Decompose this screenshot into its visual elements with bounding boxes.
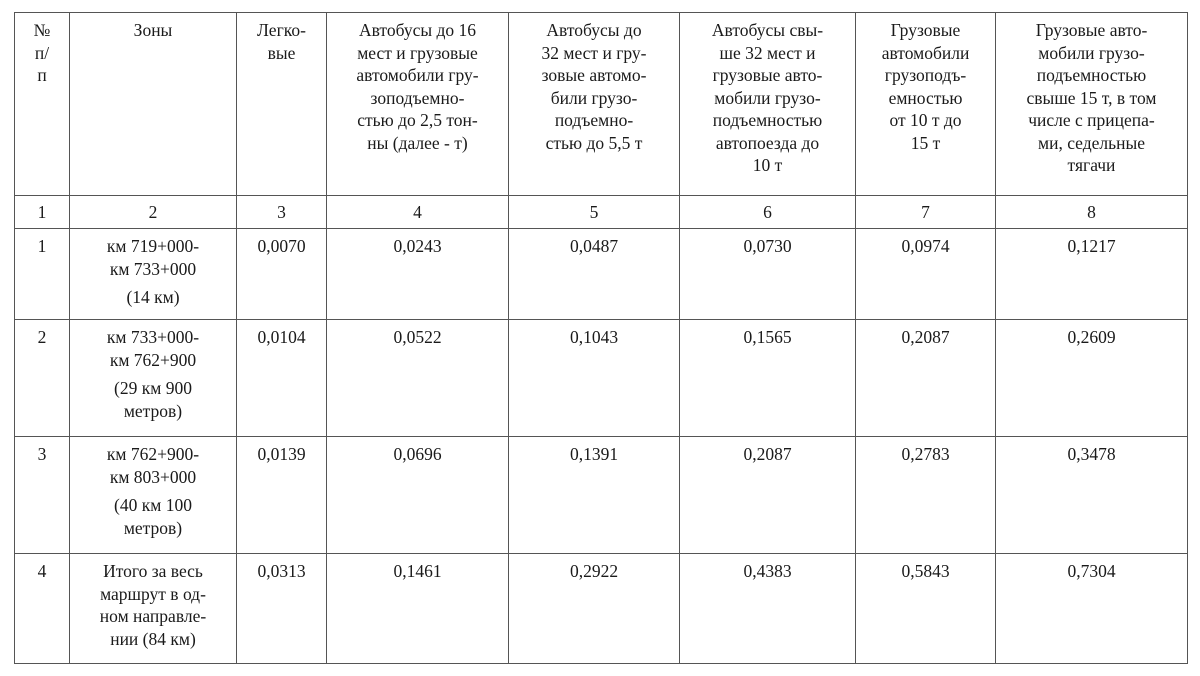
column-number: 3: [236, 195, 327, 229]
value-cell: 0,2609: [995, 319, 1188, 437]
value-cell: 0,1391: [508, 436, 680, 554]
header-row: № п/ п Зоны Легко- вые Автобусы до 16 ме…: [14, 12, 1188, 196]
value-cell: 0,0522: [326, 319, 509, 437]
value-cell: 0,1043: [508, 319, 680, 437]
value-cell: 0,1217: [995, 228, 1188, 320]
column-number: 4: [326, 195, 509, 229]
zone-length: (40 км 100 метров): [114, 495, 192, 538]
table-row: 2 км 733+000- км 762+900 (29 км 900 метро…: [14, 319, 1188, 437]
zone-cell: км 719+000- км 733+000 (14 км): [69, 228, 237, 320]
zone-total-label: Итого за весь маршрут в од- ном направле…: [99, 561, 207, 649]
header-cell-buses-over-32: Автобусы свы- ше 32 мест и грузовые авто…: [679, 12, 856, 196]
zone-cell: км 733+000- км 762+900 (29 км 900 метров): [69, 319, 237, 437]
value-cell: 0,0974: [855, 228, 996, 320]
zone-range: км 719+000- км 733+000: [106, 236, 200, 279]
zone-length: (29 км 900 метров): [114, 378, 192, 421]
value-cell: 0,2783: [855, 436, 996, 554]
value-cell: 0,1565: [679, 319, 856, 437]
value-cell: 0,3478: [995, 436, 1188, 554]
value-cell: 0,0243: [326, 228, 509, 320]
column-number: 8: [995, 195, 1188, 229]
column-number: 6: [679, 195, 856, 229]
zone-range: км 733+000- км 762+900: [106, 327, 200, 370]
column-number: 1: [14, 195, 70, 229]
header-cell-zones: Зоны: [69, 12, 237, 196]
value-cell: 0,0139: [236, 436, 327, 554]
column-number: 2: [69, 195, 237, 229]
table-row: 3 км 762+900- км 803+000 (40 км 100 метро…: [14, 436, 1188, 554]
zone-range: км 762+900- км 803+000: [106, 444, 200, 487]
total-row: 4 Итого за весь маршрут в од- ном направ…: [14, 553, 1188, 664]
value-cell: 0,0730: [679, 228, 856, 320]
row-number: 3: [14, 436, 70, 554]
header-cell-trucks-10-15: Грузовые автомобили грузоподъ- емностью …: [855, 12, 996, 196]
header-cell-buses-32: Автобусы до 32 мест и гру- зовые автомо-…: [508, 12, 680, 196]
column-number: 7: [855, 195, 996, 229]
value-cell: 0,1461: [326, 553, 509, 664]
column-number: 5: [508, 195, 680, 229]
value-cell: 0,4383: [679, 553, 856, 664]
header-cell-buses-16: Автобусы до 16 мест и грузовые автомобил…: [326, 12, 509, 196]
zone-length: (14 км): [126, 287, 180, 307]
row-number: 2: [14, 319, 70, 437]
zone-cell: км 762+900- км 803+000 (40 км 100 метров): [69, 436, 237, 554]
zone-cell: Итого за весь маршрут в од- ном направле…: [69, 553, 237, 664]
value-cell: 0,0070: [236, 228, 327, 320]
tariff-table: № п/ п Зоны Легко- вые Автобусы до 16 ме…: [14, 12, 1188, 664]
value-cell: 0,0313: [236, 553, 327, 664]
row-number: 4: [14, 553, 70, 664]
column-number-row: 1 2 3 4 5 6 7 8: [14, 195, 1188, 229]
header-cell-trucks-over-15: Грузовые авто- мобили грузо- подъемность…: [995, 12, 1188, 196]
value-cell: 0,2087: [679, 436, 856, 554]
value-cell: 0,5843: [855, 553, 996, 664]
value-cell: 0,0696: [326, 436, 509, 554]
value-cell: 0,2087: [855, 319, 996, 437]
value-cell: 0,0487: [508, 228, 680, 320]
value-cell: 0,2922: [508, 553, 680, 664]
header-cell-cars: Легко- вые: [236, 12, 327, 196]
row-number: 1: [14, 228, 70, 320]
table-row: 1 км 719+000- км 733+000 (14 км) 0,0070 0…: [14, 228, 1188, 320]
value-cell: 0,7304: [995, 553, 1188, 664]
header-cell-number: № п/ п: [14, 12, 70, 196]
value-cell: 0,0104: [236, 319, 327, 437]
